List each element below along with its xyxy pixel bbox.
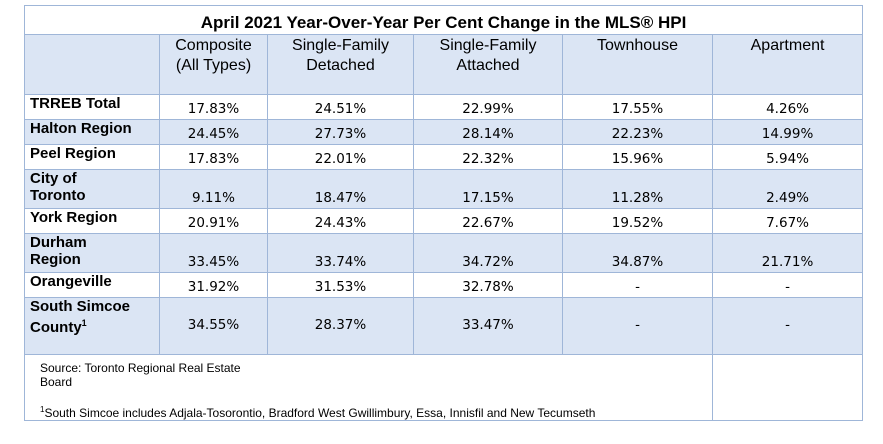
table-row: York Region 20.91% 24.43% 22.67% 19.52% … xyxy=(24,208,864,234)
table-cell: 32.78% xyxy=(413,272,563,298)
table-cell: 17.83% xyxy=(159,94,268,120)
row-label: Durham Region xyxy=(24,233,160,273)
footnote: 1South Simcoe includes Adjala-Tosorontio… xyxy=(40,405,596,420)
table-row: Peel Region 17.83% 22.01% 22.32% 15.96% … xyxy=(24,144,864,170)
table-cell: 34.87% xyxy=(562,233,713,273)
table-cell: 2.49% xyxy=(711,169,864,209)
table-cell: 22.99% xyxy=(413,94,563,120)
row-label: Orangeville xyxy=(24,272,160,298)
row-label: York Region xyxy=(24,208,160,234)
table-row: TRREB Total 17.83% 24.51% 22.99% 17.55% … xyxy=(24,94,864,120)
table-cell: 24.51% xyxy=(267,94,414,120)
table-cell: 34.72% xyxy=(413,233,563,273)
table-cell: 24.45% xyxy=(159,119,268,145)
table-cell: - xyxy=(711,297,864,355)
table-cell: 14.99% xyxy=(711,119,864,145)
table-cell: 5.94% xyxy=(711,144,864,170)
table-cell: 33.45% xyxy=(159,233,268,273)
footer-blank-cell xyxy=(711,354,864,421)
table-cell: - xyxy=(562,272,713,298)
column-header-attached: Single-Family Attached xyxy=(413,34,563,95)
table-cell: 24.43% xyxy=(267,208,414,234)
row-label: Peel Region xyxy=(24,144,160,170)
header-row: Composite (All Types) Single-Family Detach… xyxy=(24,34,864,95)
table-cell: 33.74% xyxy=(267,233,414,273)
table-cell: 34.55% xyxy=(159,297,268,355)
hpi-change-table: April 2021 Year-Over-Year Per Cent Chang… xyxy=(23,5,864,421)
table-cell: 20.91% xyxy=(159,208,268,234)
row-label: Halton Region xyxy=(24,119,160,145)
table-row: South Simcoe County1 34.55% 28.37% 33.47%… xyxy=(24,297,864,355)
source-note: Source: Toronto Regional Real Estate Boar… xyxy=(40,361,241,389)
table-cell: 18.47% xyxy=(267,169,414,209)
table-cell: 17.83% xyxy=(159,144,268,170)
table-cell: 31.92% xyxy=(159,272,268,298)
table-cell: 9.11% xyxy=(159,169,268,209)
table-row: Durham Region 33.45% 33.74% 34.72% 34.87%… xyxy=(24,233,864,273)
table-cell: 11.28% xyxy=(562,169,713,209)
table-cell: 15.96% xyxy=(562,144,713,170)
table-cell: 21.71% xyxy=(711,233,864,273)
table-cell: 27.73% xyxy=(267,119,414,145)
table-cell: 4.26% xyxy=(711,94,864,120)
table-cell: 31.53% xyxy=(267,272,414,298)
table-cell: 22.32% xyxy=(413,144,563,170)
table-cell: 22.67% xyxy=(413,208,563,234)
table-cell: 28.14% xyxy=(413,119,563,145)
row-label: TRREB Total xyxy=(24,94,160,120)
table-row: City of Toronto 9.11% 18.47% 17.15% 11.28… xyxy=(24,169,864,209)
column-header-composite: Composite (All Types) xyxy=(159,34,268,95)
footer-notes: Source: Toronto Regional Real Estate Boar… xyxy=(24,354,713,421)
table-cell: 7.67% xyxy=(711,208,864,234)
column-header-detached: Single-Family Detached xyxy=(267,34,414,95)
table-row: Orangeville 31.92% 31.53% 32.78% - - xyxy=(24,272,864,298)
table-cell: - xyxy=(562,297,713,355)
table-cell: 22.23% xyxy=(562,119,713,145)
row-label: City of Toronto xyxy=(24,169,160,209)
table-cell: 28.37% xyxy=(267,297,414,355)
column-header-townhouse: Townhouse xyxy=(562,34,713,95)
table-cell: 22.01% xyxy=(267,144,414,170)
table-cell: 17.15% xyxy=(413,169,563,209)
table-cell: 33.47% xyxy=(413,297,563,355)
footer-row: Source: Toronto Regional Real Estate Boar… xyxy=(24,354,864,421)
table-cell: 19.52% xyxy=(562,208,713,234)
table-row: Halton Region 24.45% 27.73% 28.14% 22.23… xyxy=(24,119,864,145)
row-label: South Simcoe County1 xyxy=(24,297,160,355)
column-header-apartment: Apartment xyxy=(711,34,864,95)
table-cell: 17.55% xyxy=(562,94,713,120)
header-corner xyxy=(24,34,160,95)
table-cell: - xyxy=(711,272,864,298)
table-title: April 2021 Year-Over-Year Per Cent Chang… xyxy=(23,5,864,35)
